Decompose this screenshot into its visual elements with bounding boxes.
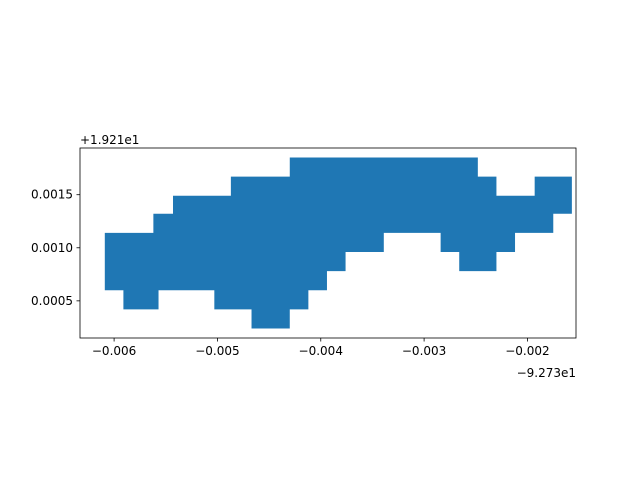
y-offset-label: +1.921e1 bbox=[80, 133, 139, 147]
y-tick-label: 0.0010 bbox=[31, 241, 73, 255]
y-axis-ticks: 0.0005 0.0010 0.0015 bbox=[31, 188, 80, 308]
x-offset-label: −9.273e1 bbox=[517, 366, 576, 380]
x-tick-label: −0.006 bbox=[92, 344, 136, 358]
y-tick-label: 0.0005 bbox=[31, 294, 73, 308]
plot-area bbox=[79, 147, 577, 339]
filled-region bbox=[104, 157, 572, 329]
x-tick-label: −0.005 bbox=[195, 344, 239, 358]
x-tick-label: −0.002 bbox=[505, 344, 549, 358]
axes-frame bbox=[79, 147, 577, 339]
y-tick-label: 0.0015 bbox=[31, 188, 73, 202]
x-tick-label: −0.004 bbox=[299, 344, 343, 358]
x-axis-ticks: −0.006 −0.005 −0.004 −0.003 −0.002 bbox=[92, 338, 550, 358]
x-tick-label: −0.003 bbox=[402, 344, 446, 358]
